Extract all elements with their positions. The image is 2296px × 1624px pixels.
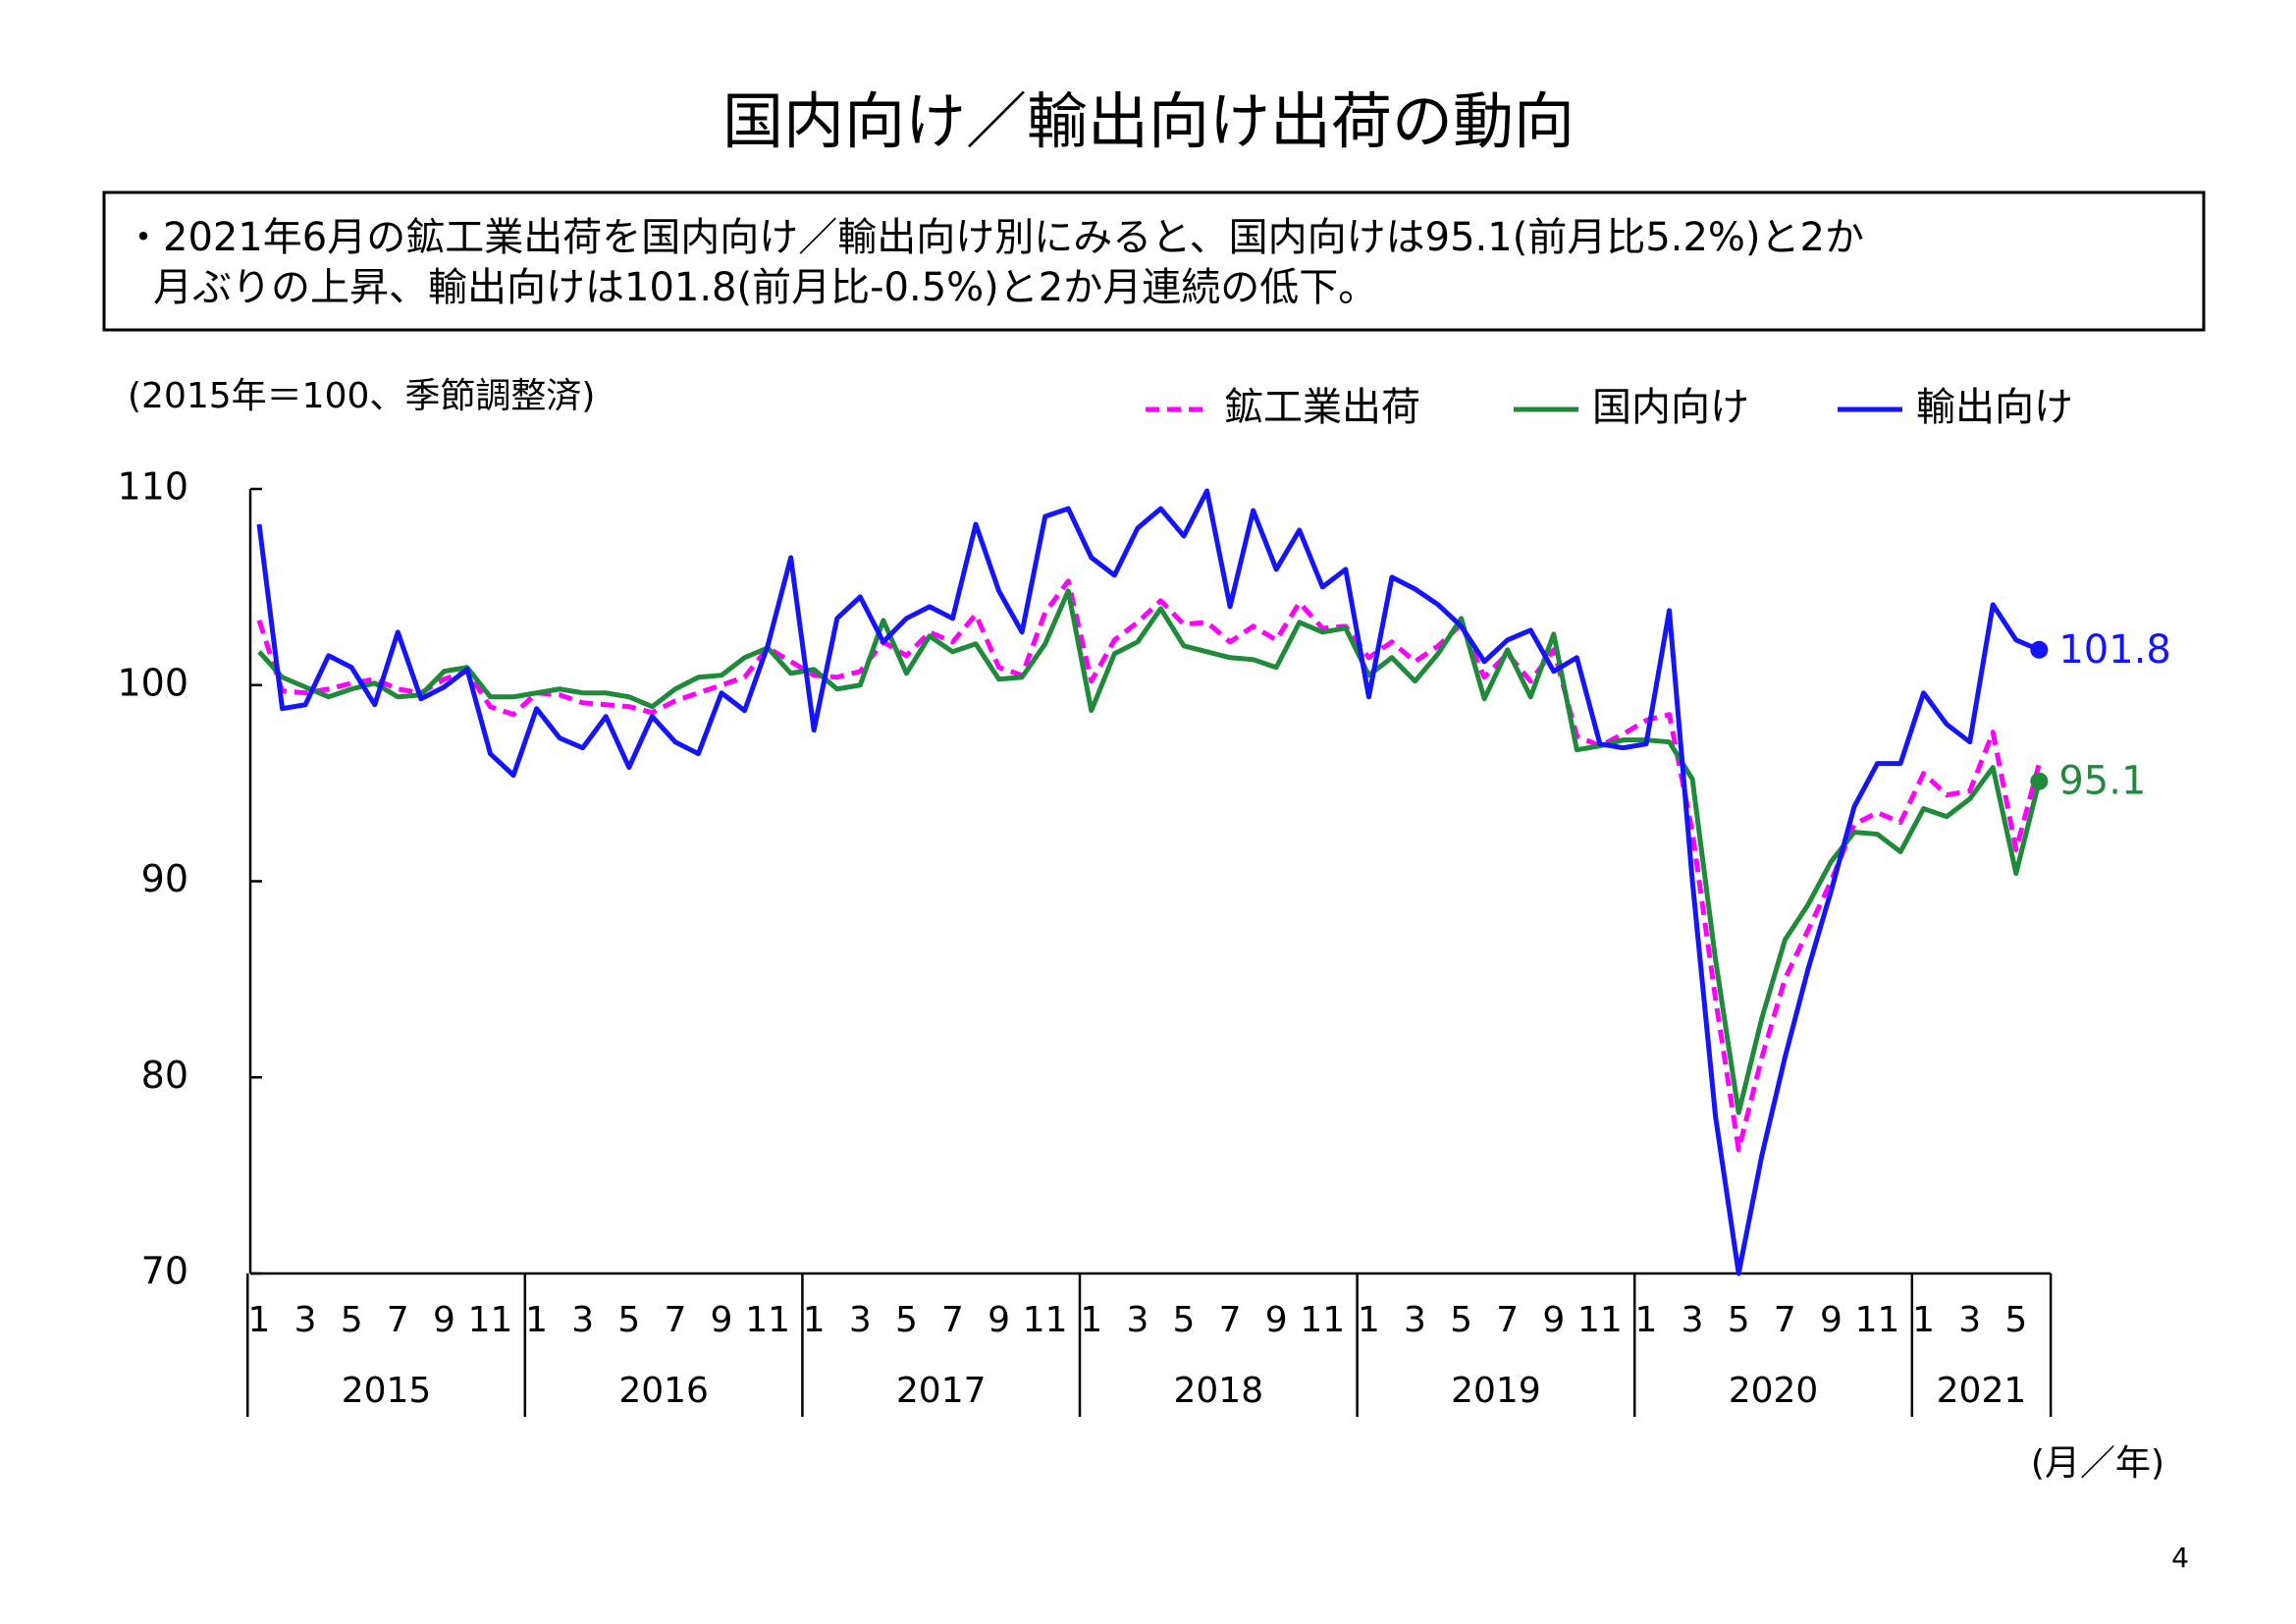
x-tick-label: 7: [387, 1300, 409, 1340]
year-label: 2021: [1937, 1371, 2027, 1411]
y-axis-label: (2015年＝100、季節調整済): [128, 376, 595, 416]
note-line: 月ぶりの上昇、輸出向けは101.8(前月比-0.5%)と2か月連続の低下。: [153, 265, 1377, 310]
end-marker: [2030, 640, 2049, 659]
series-line: [256, 488, 2041, 1276]
x-tick-label: 3: [571, 1300, 594, 1340]
series-line: [256, 578, 2042, 1153]
x-tick-label: 5: [1728, 1300, 1750, 1340]
x-tick-label: 3: [1682, 1300, 1704, 1340]
x-tick-label: 9: [433, 1300, 455, 1340]
end-marker: [2030, 772, 2049, 790]
x-tick-label: 3: [1126, 1300, 1148, 1340]
note-box: [102, 190, 2206, 332]
x-tick-label: 9: [1820, 1300, 1842, 1340]
x-tick-label: 9: [1265, 1300, 1288, 1340]
x-tick-label: 1: [1358, 1300, 1380, 1340]
x-tick-label: 5: [2004, 1300, 2027, 1340]
series-line: [257, 588, 2042, 1115]
x-tick-label: 5: [895, 1300, 918, 1340]
year-label: 2017: [896, 1371, 987, 1411]
y-tick-label: 70: [141, 1250, 188, 1293]
x-tick-label: 11: [745, 1300, 790, 1340]
x-tick-label: 7: [1219, 1300, 1242, 1340]
x-tick-label: 3: [849, 1300, 872, 1340]
x-tick-label: 7: [1496, 1300, 1519, 1340]
x-tick-label: 1: [1635, 1300, 1658, 1340]
x-tick-label: 5: [1450, 1300, 1472, 1340]
x-tick-label: 9: [1542, 1300, 1565, 1340]
x-tick-label: 3: [1404, 1300, 1426, 1340]
x-tick-label: 3: [294, 1300, 317, 1340]
x-tick-label: 1: [1080, 1300, 1102, 1340]
year-label: 2018: [1174, 1371, 1264, 1411]
x-tick-label: 7: [941, 1300, 964, 1340]
x-tick-label: 1: [803, 1300, 826, 1340]
end-label: 101.8: [2058, 627, 2171, 673]
x-tick-label: 11: [1855, 1300, 1900, 1340]
x-tick-label: 5: [617, 1300, 640, 1340]
x-tick-label: 9: [988, 1300, 1010, 1340]
y-tick-label: 80: [141, 1054, 188, 1097]
y-tick-label: 90: [141, 857, 188, 900]
year-label: 2015: [342, 1371, 432, 1411]
x-tick-label: 7: [664, 1300, 686, 1340]
x-axis-label: (月／年): [2031, 1443, 2164, 1484]
year-label: 2016: [618, 1371, 709, 1411]
x-tick-label: 5: [1173, 1300, 1196, 1340]
page-number: 4: [2171, 1542, 2189, 1574]
x-tick-label: 5: [341, 1300, 363, 1340]
legend-label: 輸出向け: [1916, 385, 2073, 430]
x-tick-label: 3: [1958, 1300, 1981, 1340]
y-tick-label: 100: [117, 661, 188, 704]
x-tick-label: 11: [1577, 1300, 1623, 1340]
x-tick-label: 11: [1300, 1300, 1345, 1340]
x-tick-label: 11: [1023, 1300, 1068, 1340]
year-label: 2019: [1451, 1371, 1541, 1411]
x-tick-label: 1: [1912, 1300, 1935, 1340]
x-tick-label: 9: [711, 1300, 733, 1340]
year-label: 2020: [1729, 1371, 1819, 1411]
x-tick-label: 11: [468, 1300, 513, 1340]
legend-label: 鉱工業出荷: [1224, 385, 1420, 430]
y-tick-label: 110: [117, 465, 188, 509]
end-label: 95.1: [2058, 759, 2146, 804]
chart-title: 国内向け／輸出向け出荷の動向: [722, 85, 1575, 157]
x-tick-label: 1: [248, 1300, 271, 1340]
legend-label: 国内向け: [1592, 385, 1749, 430]
note-line: ・2021年6月の鉱工業出荷を国内向け／輸出向け別にみると、国内向けは95.1(…: [124, 215, 1864, 260]
x-tick-label: 7: [1774, 1300, 1796, 1340]
x-tick-label: 1: [525, 1300, 548, 1340]
